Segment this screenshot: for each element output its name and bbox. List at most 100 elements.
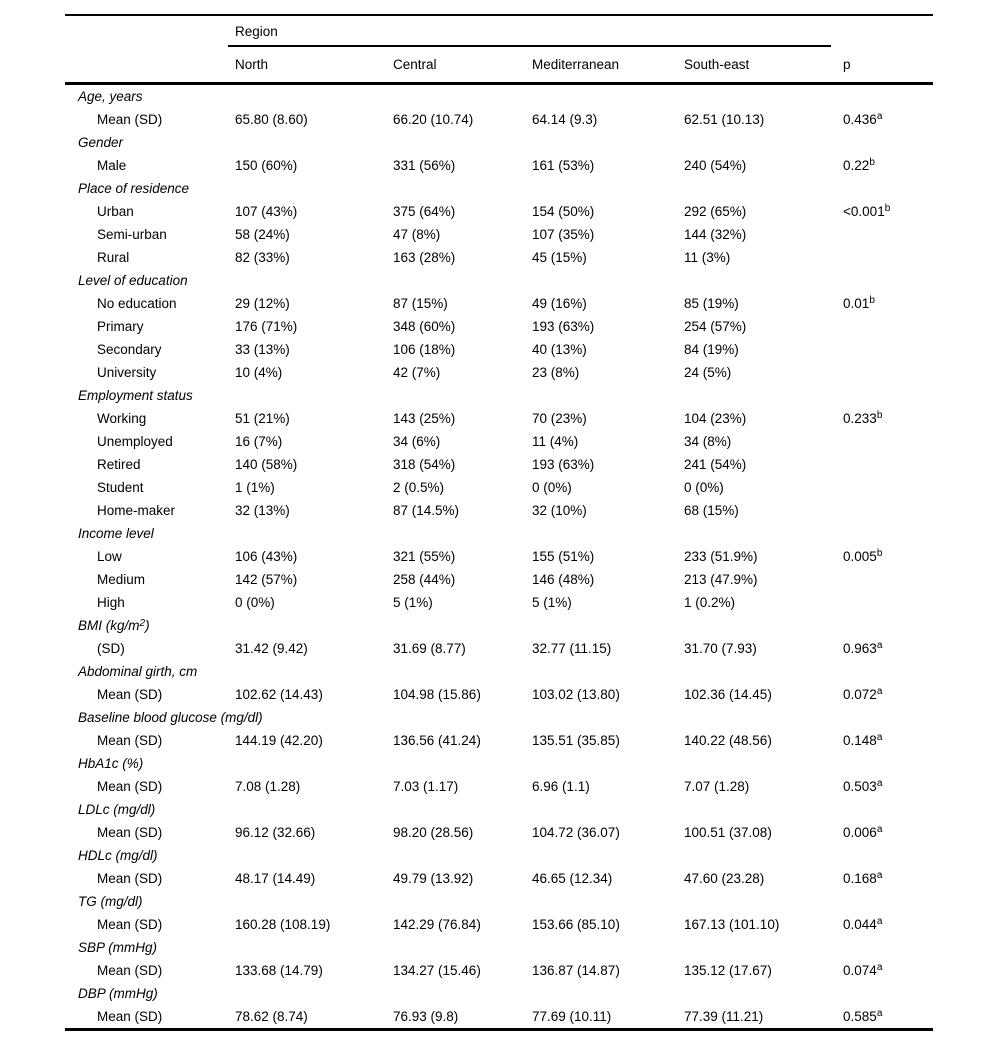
row-label-text: BMI (kg/m xyxy=(78,617,140,633)
value-cell: 70 (23%) xyxy=(532,410,587,426)
row-label: Rural xyxy=(65,246,235,269)
value-cell xyxy=(235,177,393,200)
p-value-cell xyxy=(843,844,933,867)
data-row: Low 106 (43%) 321 (55%) 155 (51%) 233 (51.9%… xyxy=(65,545,933,568)
data-row: High 0 (0%) 5 (1%) 5 (1%) 1 (0.2%) xyxy=(65,591,933,614)
row-label-text: Mean (SD) xyxy=(97,111,163,127)
row-label: Urban xyxy=(65,200,235,223)
value-cell: 254 (57%) xyxy=(684,318,747,334)
p-value-cell xyxy=(843,84,933,109)
row-label-text: No education xyxy=(97,295,177,311)
section-row: Age, years xyxy=(65,84,933,109)
data-row: Primary 176 (71%) 348 (60%) 193 (63%) 254 (5… xyxy=(65,315,933,338)
value-cell: 106 (43%) xyxy=(235,548,298,564)
value-cell: 32 (10%) xyxy=(532,502,587,518)
row-label-text: LDLc (mg/dl) xyxy=(78,801,156,817)
p-value-text: 0.585 xyxy=(843,1008,877,1024)
table-body: Age, years Mean (SD) 65.80 (8.60) 66.20 (10… xyxy=(65,84,933,1030)
value-cell: 40 (13%) xyxy=(532,341,587,357)
p-value-superscript: a xyxy=(876,731,883,743)
p-value-superscript: a xyxy=(876,685,883,697)
p-value-superscript: a xyxy=(876,823,883,835)
p-value-text: <0.001 xyxy=(843,203,885,219)
value-cell xyxy=(684,614,843,637)
value-cell xyxy=(532,522,684,545)
section-row: SBP (mmHg) xyxy=(65,936,933,959)
value-cell: 144.19 (42.20) xyxy=(235,732,323,748)
col-header-north: North xyxy=(235,47,393,85)
section-row: HbA1c (%) xyxy=(65,752,933,775)
value-cell: 321 (55%) xyxy=(393,548,456,564)
row-label-text: Mean (SD) xyxy=(97,1008,163,1024)
value-cell: 107 (43%) xyxy=(235,203,298,219)
value-cell: 233 (51.9%) xyxy=(684,548,758,564)
row-label-text: Rural xyxy=(97,249,130,265)
data-row: Semi-urban 58 (24%) 47 (8%) 107 (35%) 144 (3… xyxy=(65,223,933,246)
value-cell xyxy=(684,798,843,821)
row-label: HDLc (mg/dl) xyxy=(65,844,235,867)
p-value-superscript: a xyxy=(876,639,883,651)
row-label: Mean (SD) xyxy=(65,108,235,131)
value-cell: 16 (7%) xyxy=(235,433,283,449)
value-cell: 11 (4%) xyxy=(532,433,579,449)
value-cell: 77.69 (10.11) xyxy=(532,1008,612,1024)
p-value-cell xyxy=(843,476,933,499)
data-row: Secondary 33 (13%) 106 (18%) 40 (13%) 84 (19… xyxy=(65,338,933,361)
row-label: No education xyxy=(65,292,235,315)
value-cell: 87 (15%) xyxy=(393,295,448,311)
value-cell xyxy=(393,614,532,637)
value-cell xyxy=(235,798,393,821)
value-cell: 31.69 (8.77) xyxy=(393,640,466,656)
row-label-text: Unemployed xyxy=(97,433,173,449)
row-label: Mean (SD) xyxy=(65,867,235,890)
row-label-text: Male xyxy=(97,157,127,173)
p-value-superscript: b xyxy=(876,409,883,421)
row-label: Mean (SD) xyxy=(65,1005,235,1030)
row-label-text: Low xyxy=(97,548,122,564)
row-label-text: Mean (SD) xyxy=(97,916,163,932)
p-value-cell xyxy=(843,499,933,522)
p-value-text: 0.168 xyxy=(843,870,877,886)
value-cell xyxy=(235,269,393,292)
p-value-cell xyxy=(843,453,933,476)
value-cell: 78.62 (8.74) xyxy=(235,1008,308,1024)
value-cell: 140 (58%) xyxy=(235,456,298,472)
baseline-characteristics-table: Region North Central Mediterranean South… xyxy=(65,14,934,1031)
data-row: Rural 82 (33%) 163 (28%) 45 (15%) 11 (3%) xyxy=(65,246,933,269)
p-value-cell xyxy=(843,660,933,683)
value-cell xyxy=(684,706,843,729)
section-row: Employment status xyxy=(65,384,933,407)
row-label: BMI (kg/m2) xyxy=(65,614,235,637)
row-label: Mean (SD) xyxy=(65,683,235,706)
value-cell xyxy=(393,890,532,913)
value-cell xyxy=(684,660,843,683)
row-label-text: TG (mg/dl) xyxy=(78,893,143,909)
value-cell xyxy=(393,982,532,1005)
value-cell: 136.87 (14.87) xyxy=(532,962,620,978)
value-cell xyxy=(684,982,843,1005)
value-cell xyxy=(532,982,684,1005)
value-cell: 31.42 (9.42) xyxy=(235,640,308,656)
value-cell: 318 (54%) xyxy=(393,456,456,472)
value-cell: 142.29 (76.84) xyxy=(393,916,481,932)
p-value-text: 0.436 xyxy=(843,111,877,127)
value-cell xyxy=(393,798,532,821)
value-cell xyxy=(235,982,393,1005)
row-label: Income level xyxy=(65,522,235,545)
header-empty-cell xyxy=(65,47,235,85)
value-cell xyxy=(684,844,843,867)
row-label-text: Level of education xyxy=(78,272,188,288)
value-cell xyxy=(684,890,843,913)
p-value-superscript: a xyxy=(876,777,883,789)
row-label-text: Mean (SD) xyxy=(97,732,163,748)
value-cell xyxy=(532,890,684,913)
row-label-text: Mean (SD) xyxy=(97,962,163,978)
value-cell xyxy=(684,84,843,109)
value-cell: 104.72 (36.07) xyxy=(532,824,620,840)
value-cell: 45 (15%) xyxy=(532,249,587,265)
row-label: High xyxy=(65,591,235,614)
data-row: Mean (SD) 133.68 (14.79) 134.27 (15.46) 136… xyxy=(65,959,933,982)
section-row: Gender xyxy=(65,131,933,154)
row-label-text: (SD) xyxy=(97,640,125,656)
row-label: Mean (SD) xyxy=(65,959,235,982)
